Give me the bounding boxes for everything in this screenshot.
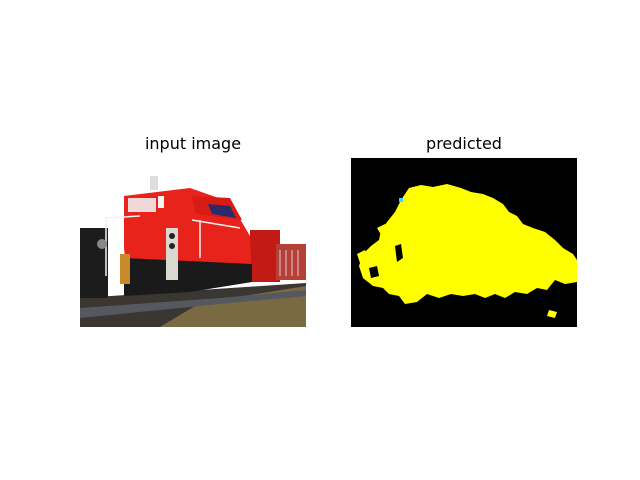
train-photo-icon — [80, 158, 306, 327]
predicted-title: predicted — [351, 134, 577, 153]
input-image-panel — [80, 158, 306, 327]
predicted-mask-panel — [351, 158, 577, 327]
input-image-title: input image — [80, 134, 306, 153]
segmentation-mask-icon — [351, 158, 577, 327]
